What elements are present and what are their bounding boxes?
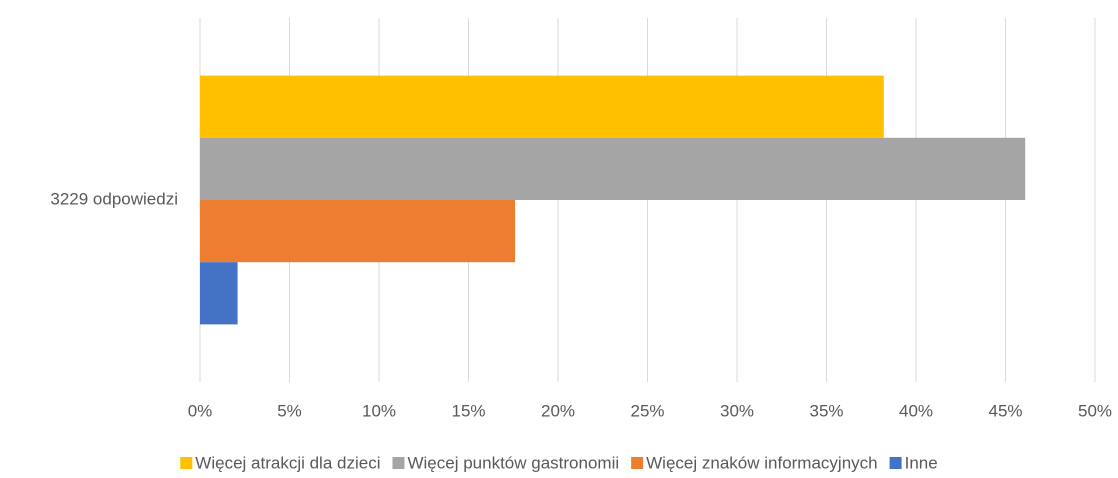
x-tick-label: 20%: [541, 401, 575, 420]
legend-swatch: [631, 457, 644, 469]
legend-label: Więcej atrakcji dla dzieci: [195, 453, 380, 472]
legend-label: Więcej znaków informacyjnych: [646, 453, 877, 472]
legend-swatch: [180, 457, 193, 469]
bar: [200, 262, 238, 325]
legend-label: Więcej punktów gastronomii: [407, 453, 619, 472]
bar: [200, 200, 516, 263]
x-tick-label: 45%: [988, 401, 1022, 420]
x-tick-label: 40%: [899, 401, 933, 420]
bar: [200, 75, 884, 138]
legend-label: Inne: [905, 453, 938, 472]
y-tick-label: 3229 odpowiedzi: [50, 189, 178, 208]
x-tick-label: 25%: [630, 401, 664, 420]
legend-swatch: [889, 457, 902, 469]
x-tick-label: 5%: [277, 401, 302, 420]
x-tick-label: 35%: [809, 401, 843, 420]
x-tick-label: 50%: [1078, 401, 1112, 420]
x-tick-label: 10%: [362, 401, 396, 420]
x-tick-label: 15%: [451, 401, 485, 420]
bar: [200, 137, 1026, 200]
x-tick-label: 30%: [720, 401, 754, 420]
x-tick-label: 0%: [188, 401, 213, 420]
legend-swatch: [392, 457, 405, 469]
